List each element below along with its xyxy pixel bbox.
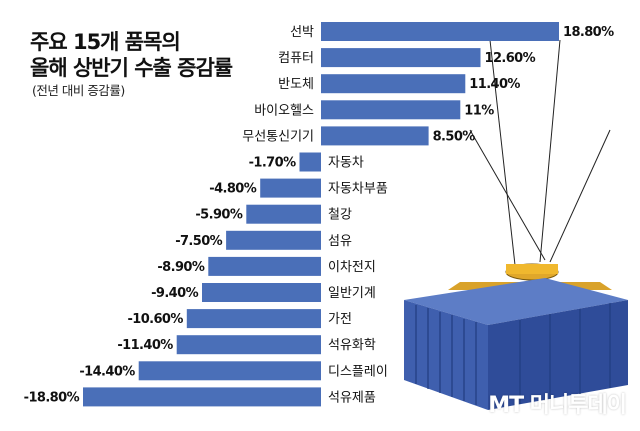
category-label-3: 반도체 <box>278 77 314 92</box>
value-label-5: 8.50% <box>433 129 476 144</box>
labels-group: 선박 18.80% 컴퓨터 12.60% 반도체 11.40% 바이오헬스 11% 무선통신기기… <box>24 25 615 405</box>
category-label-11: 일반기계 <box>328 286 376 301</box>
category-label-15: 석유제품 <box>328 390 376 405</box>
chart-title-line2: 올해 상반기 수출 증감률 <box>30 56 233 80</box>
category-label-13: 석유화학 <box>328 338 376 353</box>
value-label-15: -18.80% <box>24 390 80 405</box>
value-label-10: -8.90% <box>157 260 204 275</box>
bar-10 <box>208 256 321 276</box>
bar-12 <box>186 309 321 329</box>
value-label-4: 11% <box>464 103 494 118</box>
category-label-9: 섬유 <box>328 234 352 249</box>
value-label-9: -7.50% <box>175 234 222 249</box>
value-label-8: -5.90% <box>195 208 242 223</box>
bar-14 <box>138 361 321 381</box>
value-label-1: 18.80% <box>563 25 614 40</box>
bar-9 <box>226 230 321 250</box>
bar-11 <box>202 283 321 302</box>
bar-13 <box>176 335 321 355</box>
bar-7 <box>260 178 321 198</box>
bar-1 <box>321 22 559 41</box>
bars-group <box>83 22 559 407</box>
value-label-12: -10.60% <box>127 312 183 327</box>
bar-8 <box>246 204 321 224</box>
chart-subtitle: (전년 대비 증감률) <box>32 83 125 98</box>
bar-3 <box>321 74 466 94</box>
bar-15 <box>83 387 321 407</box>
bar-5 <box>321 126 429 146</box>
bar-2 <box>321 48 481 68</box>
category-label-14: 디스플레이 <box>328 364 388 379</box>
category-label-2: 컴퓨터 <box>278 51 314 66</box>
value-label-14: -14.40% <box>79 364 135 379</box>
shipping-container-illustration <box>404 39 628 410</box>
category-label-4: 바이오헬스 <box>254 103 314 118</box>
category-label-8: 철강 <box>328 208 352 223</box>
value-label-11: -9.40% <box>151 286 198 301</box>
category-label-1: 선박 <box>290 25 314 40</box>
category-label-5: 무선통신기기 <box>242 129 314 144</box>
watermark-logo: MT 머니투데이 <box>488 393 627 418</box>
chart-title-line1: 주요 15개 품목의 <box>30 30 181 54</box>
category-label-12: 가전 <box>328 312 352 327</box>
value-label-13: -11.40% <box>117 338 173 353</box>
bar-6 <box>299 152 321 172</box>
value-label-2: 12.60% <box>485 51 536 66</box>
value-label-3: 11.40% <box>469 77 520 92</box>
category-label-7: 자동차부품 <box>328 182 388 197</box>
category-label-6: 자동차 <box>328 156 364 171</box>
value-label-6: -1.70% <box>249 156 296 171</box>
value-label-7: -4.80% <box>209 182 256 197</box>
category-label-10: 이차전지 <box>328 260 376 275</box>
bar-4 <box>321 100 461 120</box>
